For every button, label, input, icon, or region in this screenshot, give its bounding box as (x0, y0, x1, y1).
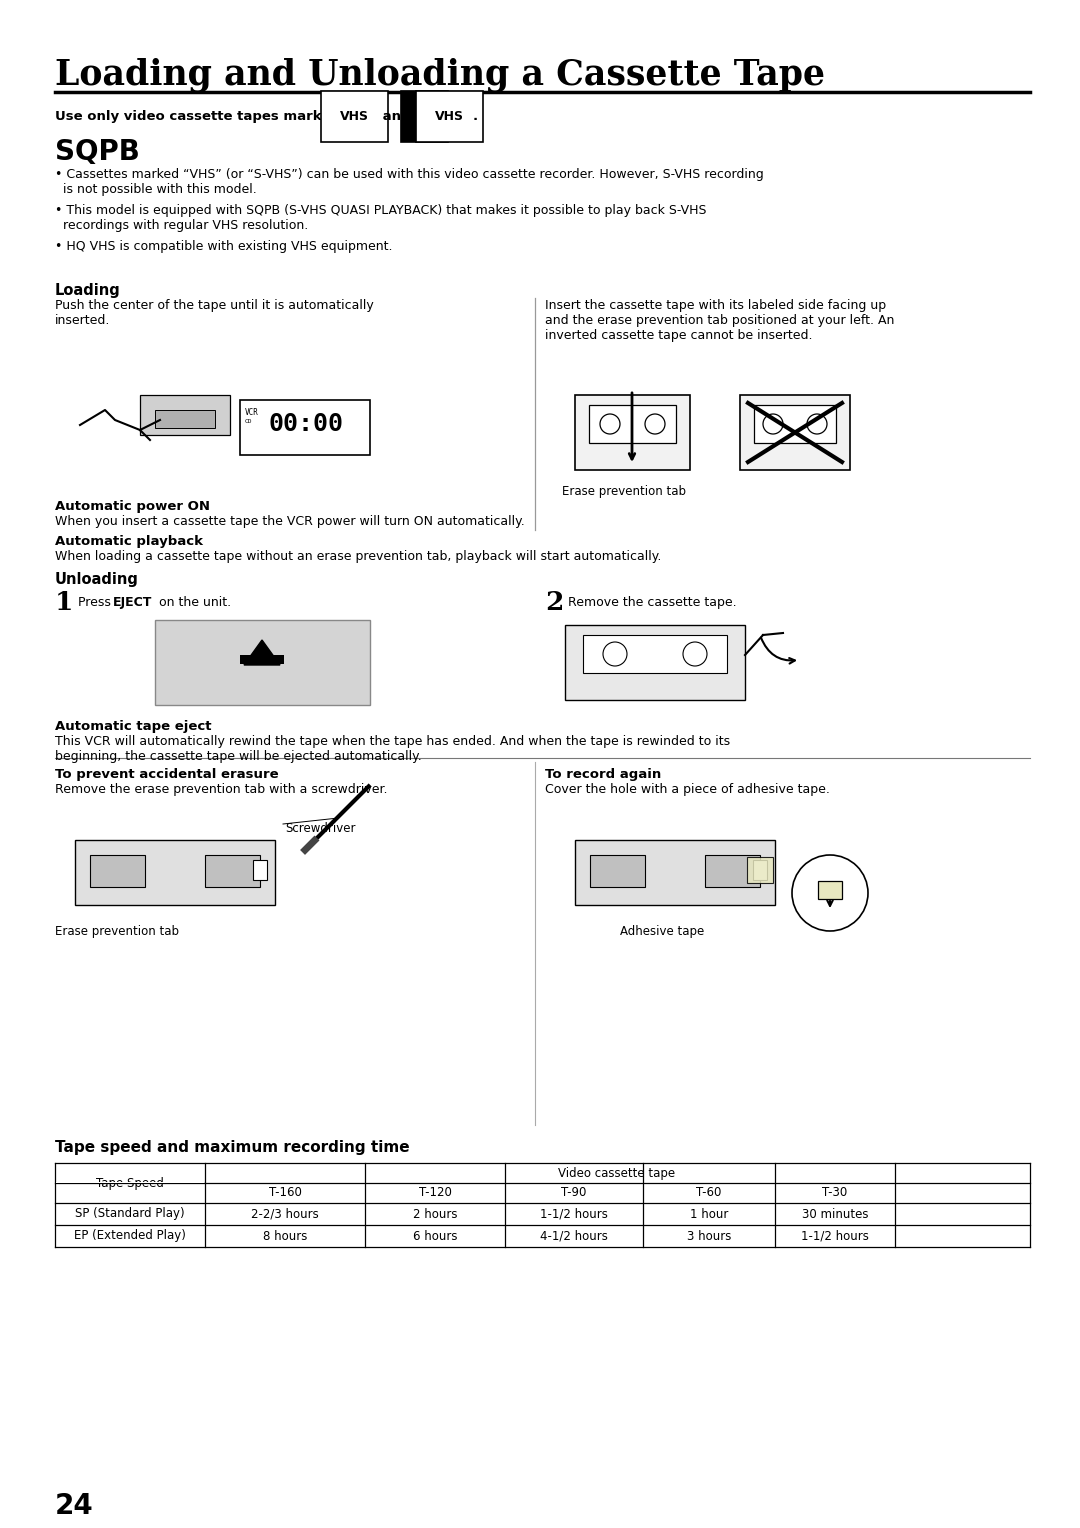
Text: Automatic tape eject: Automatic tape eject (55, 720, 212, 733)
Text: When loading a cassette tape without an erase prevention tab, playback will star: When loading a cassette tape without an … (55, 550, 661, 562)
Text: 1-1/2 hours: 1-1/2 hours (540, 1207, 608, 1221)
Circle shape (807, 414, 827, 434)
Bar (253, 860, 267, 880)
Text: Cover the hole with a piece of adhesive tape.: Cover the hole with a piece of adhesive … (545, 782, 829, 796)
Bar (589, 405, 676, 443)
Circle shape (603, 642, 627, 666)
Text: 2 hours: 2 hours (413, 1207, 457, 1221)
Text: • This model is equipped with SQPB (S-VHS QUASI PLAYBACK) that makes it possible: • This model is equipped with SQPB (S-VH… (55, 205, 706, 232)
Text: 3 hours: 3 hours (687, 1230, 731, 1242)
Text: • HQ VHS is compatible with existing VHS equipment.: • HQ VHS is compatible with existing VHS… (55, 240, 392, 254)
Text: Screwdriver: Screwdriver (285, 822, 355, 834)
Text: Tape Speed: Tape Speed (96, 1177, 164, 1189)
Text: 00:00: 00:00 (268, 413, 343, 435)
Text: Remove the cassette tape.: Remove the cassette tape. (568, 596, 737, 610)
Text: T-160: T-160 (269, 1187, 301, 1199)
Bar (240, 656, 284, 665)
Text: Use only video cassette tapes marked: Use only video cassette tapes marked (55, 110, 345, 122)
Circle shape (762, 414, 783, 434)
Text: • Cassettes marked “VHS” (or “S-VHS”) can be used with this video cassette recor: • Cassettes marked “VHS” (or “S-VHS”) ca… (55, 168, 764, 196)
Text: Automatic playback: Automatic playback (55, 535, 203, 549)
Text: VHS: VHS (435, 110, 464, 122)
Text: VCR: VCR (245, 408, 259, 417)
Circle shape (792, 856, 868, 931)
Bar (75, 840, 275, 905)
Bar (583, 636, 727, 672)
Text: This VCR will automatically rewind the tape when the tape has ended. And when th: This VCR will automatically rewind the t… (55, 735, 730, 762)
Text: 2-2/3 hours: 2-2/3 hours (252, 1207, 319, 1221)
Polygon shape (244, 640, 280, 665)
Text: 24: 24 (55, 1491, 94, 1520)
Text: Erase prevention tab: Erase prevention tab (55, 924, 179, 938)
Text: CD: CD (245, 419, 253, 423)
Text: EJECT: EJECT (113, 596, 152, 610)
Text: on the unit.: on the unit. (156, 596, 231, 610)
Text: SQPB: SQPB (55, 138, 140, 167)
Text: 30 minutes: 30 minutes (801, 1207, 868, 1221)
Text: Automatic power ON: Automatic power ON (55, 500, 210, 513)
Text: T-90: T-90 (562, 1187, 586, 1199)
Text: Video cassette tape: Video cassette tape (558, 1166, 676, 1180)
Bar (205, 856, 260, 886)
Bar (156, 620, 370, 704)
Bar (156, 410, 215, 428)
Text: T-30: T-30 (822, 1187, 848, 1199)
Text: .: . (473, 110, 478, 122)
Bar (575, 396, 690, 471)
Text: 1-1/2 hours: 1-1/2 hours (801, 1230, 869, 1242)
Circle shape (645, 414, 665, 434)
Text: To prevent accidental erasure: To prevent accidental erasure (55, 769, 279, 781)
Text: EP (Extended Play): EP (Extended Play) (75, 1230, 186, 1242)
Text: 4-1/2 hours: 4-1/2 hours (540, 1230, 608, 1242)
Bar (747, 857, 773, 883)
Text: T-120: T-120 (419, 1187, 451, 1199)
Bar (140, 396, 230, 435)
Bar (818, 882, 842, 898)
Text: When you insert a cassette tape the VCR power will turn ON automatically.: When you insert a cassette tape the VCR … (55, 515, 525, 529)
Circle shape (600, 414, 620, 434)
Text: and: and (378, 110, 415, 122)
Bar (754, 405, 836, 443)
Bar (575, 840, 775, 905)
Text: 1 hour: 1 hour (690, 1207, 728, 1221)
Text: SP (Standard Play): SP (Standard Play) (76, 1207, 185, 1221)
Text: Adhesive tape: Adhesive tape (620, 924, 704, 938)
Text: S: S (420, 110, 429, 122)
Text: Loading: Loading (55, 283, 121, 298)
Text: Insert the cassette tape with its labeled side facing up
and the erase preventio: Insert the cassette tape with its labele… (545, 299, 894, 342)
Bar (90, 856, 145, 886)
Text: 1: 1 (55, 590, 73, 614)
Text: Tape speed and maximum recording time: Tape speed and maximum recording time (55, 1140, 409, 1155)
Text: 2: 2 (545, 590, 564, 614)
Bar (740, 396, 850, 471)
Text: Erase prevention tab: Erase prevention tab (562, 484, 686, 498)
Text: Remove the erase prevention tab with a screwdriver.: Remove the erase prevention tab with a s… (55, 782, 388, 796)
Text: Press: Press (78, 596, 114, 610)
Circle shape (683, 642, 707, 666)
Bar (565, 625, 745, 700)
Text: To record again: To record again (545, 769, 661, 781)
Bar (705, 856, 760, 886)
Text: 8 hours: 8 hours (262, 1230, 307, 1242)
Text: T-60: T-60 (697, 1187, 721, 1199)
Bar (590, 856, 645, 886)
Text: 6 hours: 6 hours (413, 1230, 457, 1242)
Bar (753, 860, 767, 880)
Text: Push the center of the tape until it is automatically
inserted.: Push the center of the tape until it is … (55, 299, 374, 327)
Text: Unloading: Unloading (55, 571, 139, 587)
Text: VHS: VHS (340, 110, 369, 122)
Text: Loading and Unloading a Cassette Tape: Loading and Unloading a Cassette Tape (55, 58, 825, 93)
Bar (240, 400, 370, 455)
